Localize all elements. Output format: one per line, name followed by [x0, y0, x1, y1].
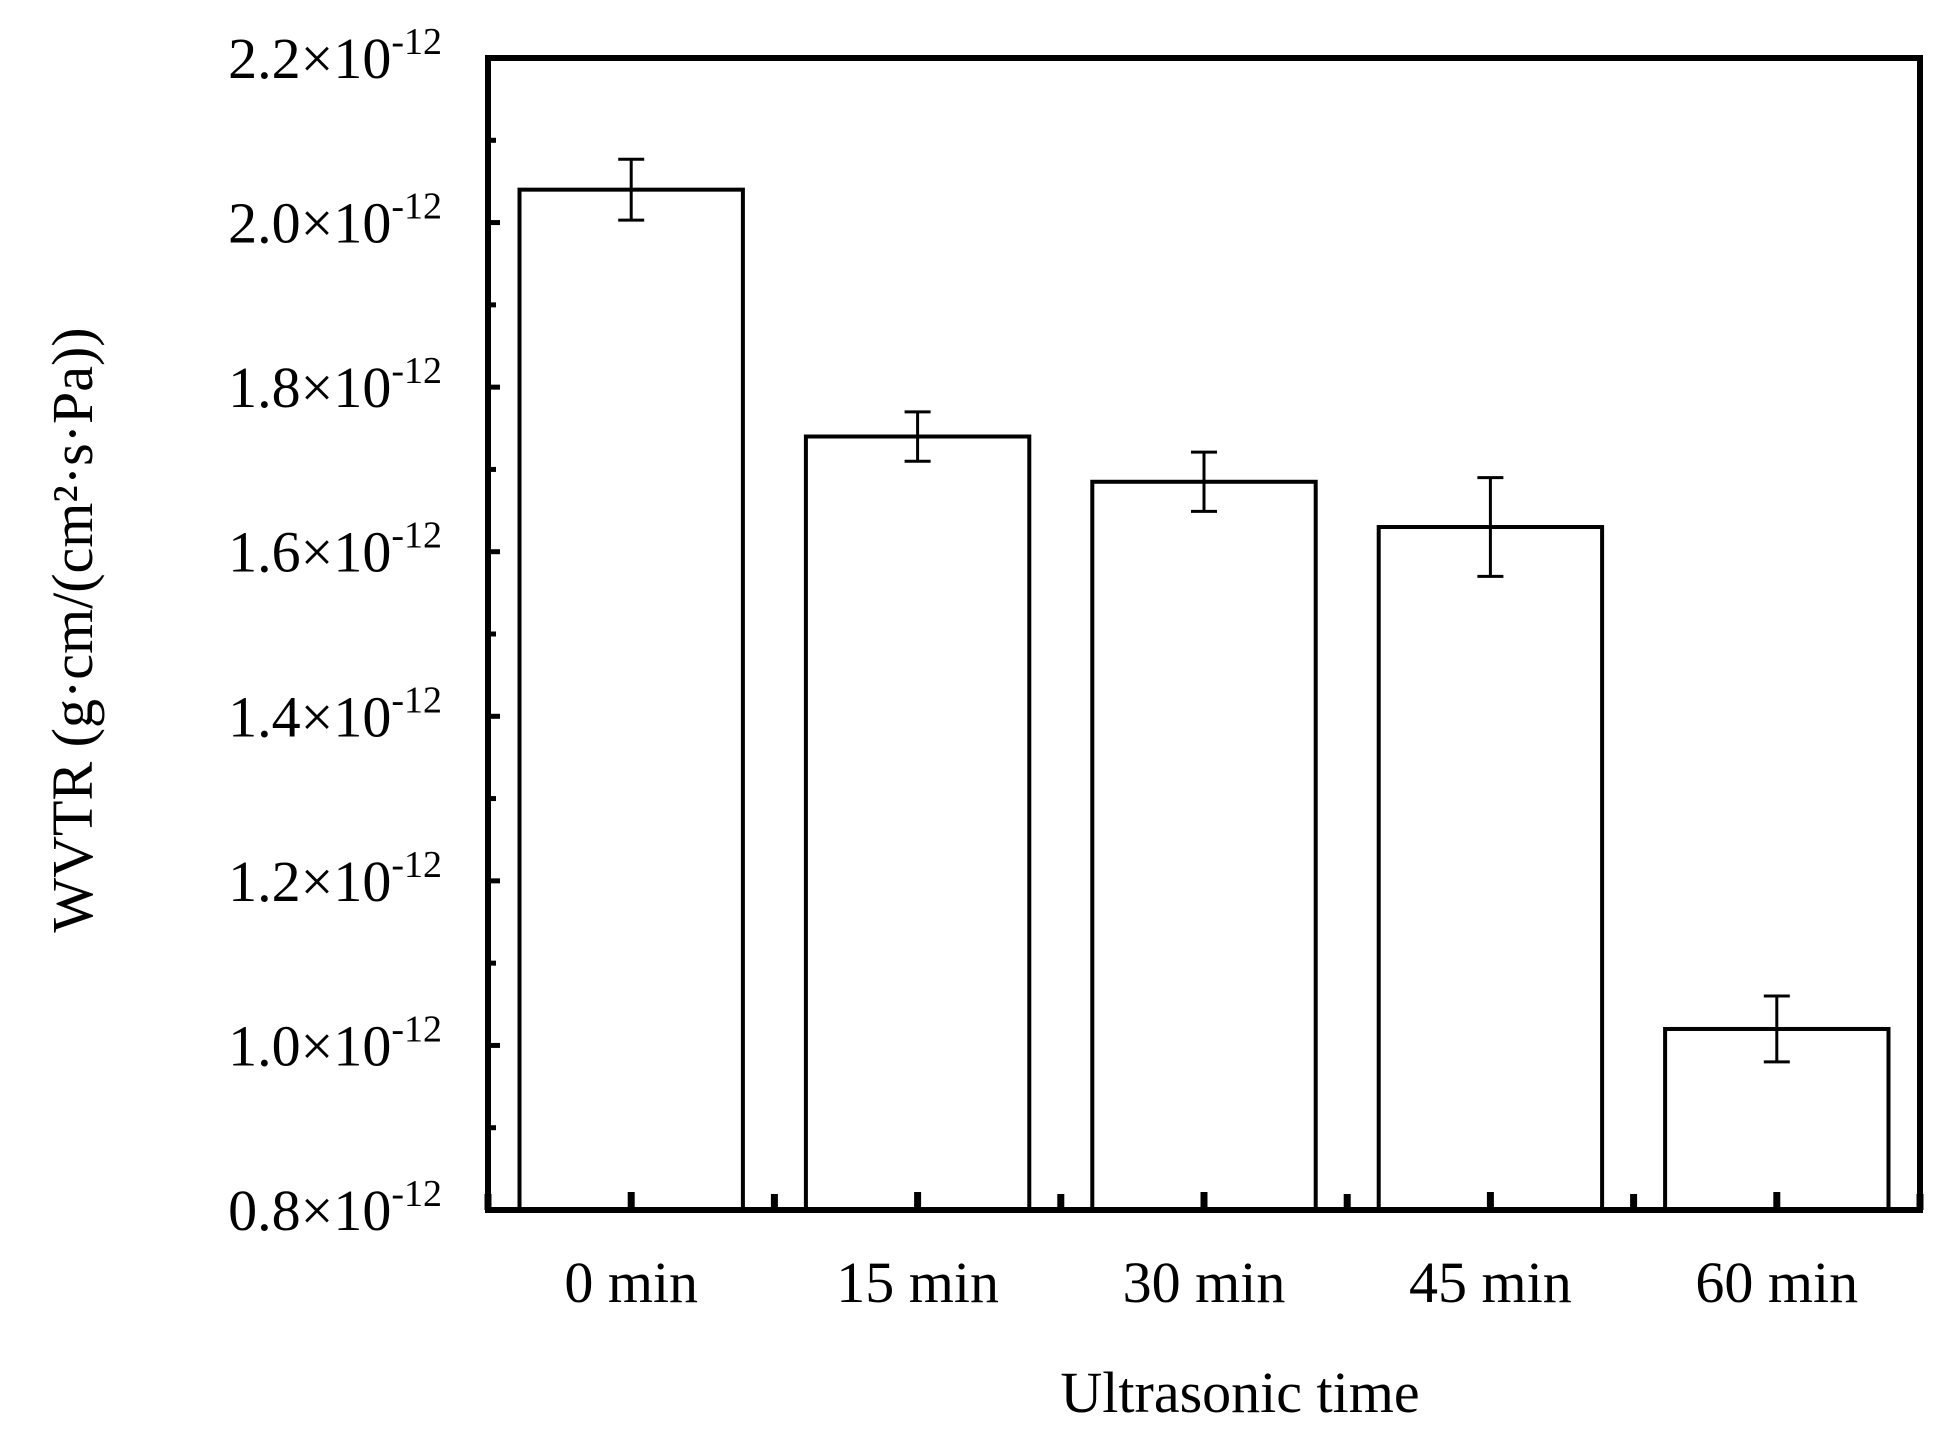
error-bar-45-min [1477, 476, 1504, 578]
y-axis-title: WVTR (g·cm/(cm²·s·Pa)) [40, 327, 105, 932]
bars-layer [517, 187, 1891, 1212]
x-tick-label: 15 min [836, 1250, 999, 1315]
x-tick-labels: 0 min 15 min 30 min 45 min 60 min [564, 1250, 1858, 1315]
y-tick-labels: 0.8×10-12 1.0×10-12 1.2×10-12 1.4×10-12 1.6×… [228, 21, 442, 1243]
y-tick-label: 1.4×10-12 [228, 679, 442, 749]
error-bar-0-min [618, 157, 645, 222]
x-tick-label: 0 min [564, 1250, 698, 1315]
x-tick-label: 30 min [1123, 1250, 1286, 1315]
bar-45-min [1376, 525, 1605, 1212]
y-tick-label: 2.2×10-12 [228, 21, 442, 91]
plot-area-frame [485, 55, 1923, 1213]
y-tick-label: 1.8×10-12 [228, 350, 442, 420]
y-tick-label: 0.8×10-12 [228, 1173, 442, 1243]
y-tick-label: 1.2×10-12 [228, 844, 442, 914]
bar-0-min [517, 187, 745, 1212]
y-tick-label: 2.0×10-12 [228, 186, 442, 256]
y-tick-label: 1.0×10-12 [228, 1008, 442, 1078]
x-tick-label: 45 min [1409, 1250, 1572, 1315]
y-tick-label: 1.6×10-12 [228, 515, 442, 585]
error-bar-30-min [1191, 450, 1217, 513]
bar-15-min [803, 434, 1032, 1212]
error-bars-layer [618, 157, 1790, 1064]
error-bar-15-min [904, 410, 931, 463]
error-bar-60-min [1763, 994, 1790, 1064]
x-tick-label: 60 min [1695, 1250, 1858, 1315]
bar-30-min [1090, 479, 1318, 1212]
x-axis-title: Ultrasonic time [1060, 1360, 1419, 1425]
